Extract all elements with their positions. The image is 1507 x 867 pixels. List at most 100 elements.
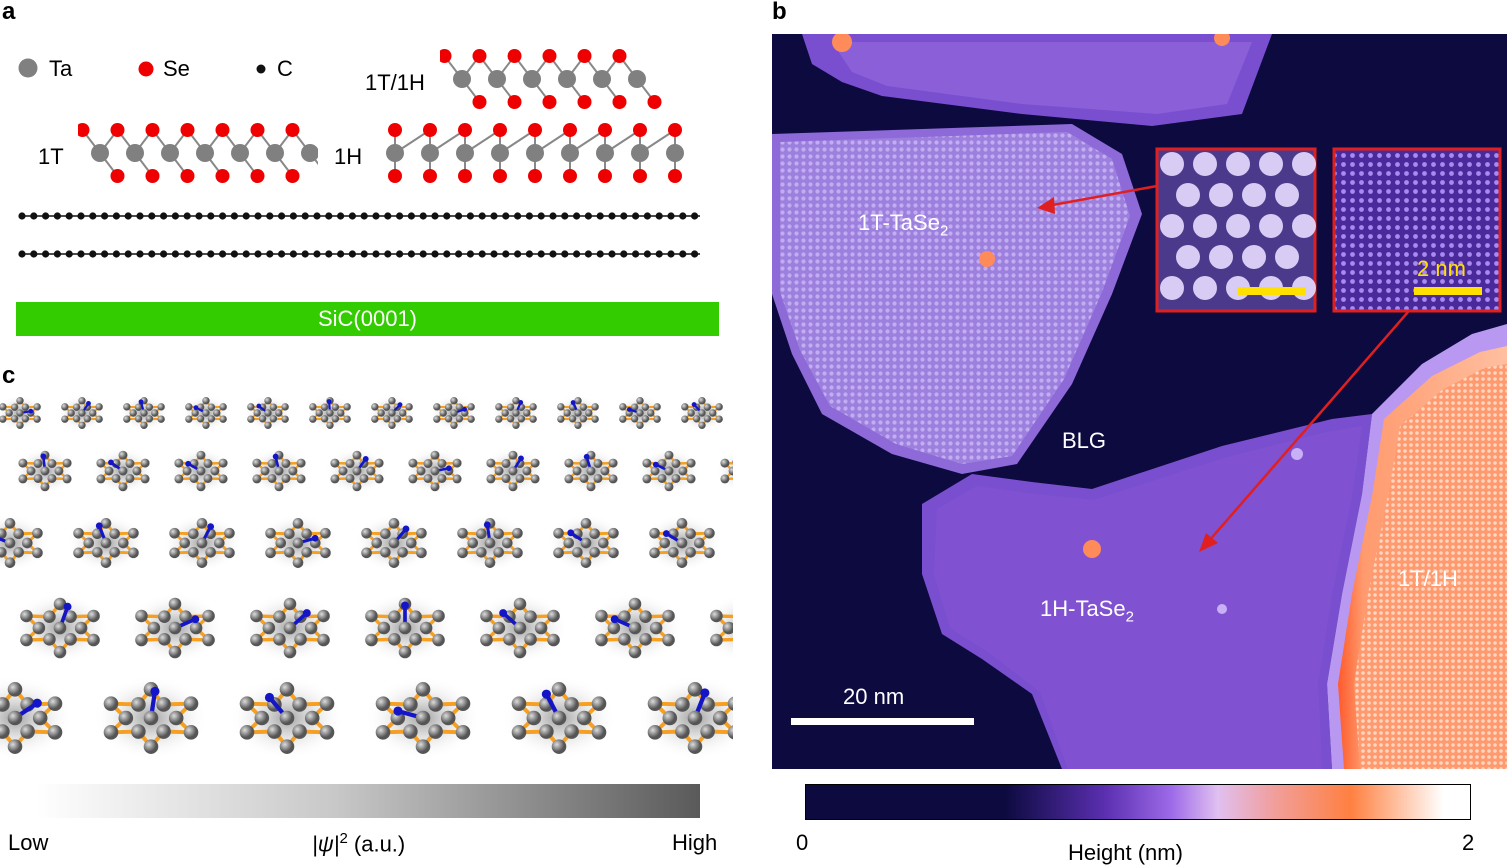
atom: [676, 557, 688, 568]
atom: [147, 621, 161, 635]
atom: [619, 415, 627, 423]
atom: [134, 403, 143, 411]
carbon-atom: [679, 250, 687, 258]
atom: [145, 403, 154, 411]
spin-arrow-head: [86, 401, 91, 406]
atom: [493, 546, 504, 558]
se-atom: [542, 95, 557, 109]
atom: [662, 710, 678, 726]
atom: [650, 466, 660, 476]
atom: [595, 609, 608, 623]
ta-atom: [631, 144, 649, 162]
center-atom: [53, 621, 67, 635]
atom: [671, 473, 681, 483]
height-colorbar-min: 0: [796, 830, 809, 855]
atom: [591, 725, 607, 740]
carbon-atom: [18, 250, 26, 258]
atom: [185, 415, 193, 423]
atom: [700, 724, 715, 739]
atom: [430, 450, 440, 460]
spin-arrow-head: [311, 534, 319, 542]
atom: [320, 415, 329, 423]
atom: [320, 403, 329, 411]
atom: [247, 415, 255, 423]
atom: [16, 397, 24, 405]
atom: [296, 474, 306, 484]
atom: [589, 546, 600, 558]
spin-arrow-head: [626, 407, 632, 412]
inset-scale-bar-label: 2 nm: [1417, 256, 1466, 281]
center-atom: [586, 466, 596, 476]
ta-atom: [593, 70, 611, 88]
carbon-atom: [608, 250, 616, 258]
atom: [501, 459, 511, 469]
se-atom: [250, 169, 265, 183]
carbon-atom: [620, 250, 628, 258]
atom: [128, 527, 139, 539]
atom: [72, 403, 81, 411]
carbon-atom: [490, 250, 498, 258]
carbon-atom: [679, 212, 687, 220]
atom: [416, 527, 427, 539]
atom: [16, 421, 24, 429]
atom: [382, 415, 391, 423]
se-atom: [528, 169, 542, 183]
atom: [675, 697, 690, 712]
atom: [709, 409, 717, 417]
atom: [317, 633, 330, 647]
carbon-atom: [325, 212, 333, 220]
atom: [450, 421, 458, 429]
atom: [265, 527, 276, 539]
atom: [132, 466, 142, 476]
carbon-atom: [337, 212, 345, 220]
center-atom: [664, 466, 674, 476]
carbon-atom: [207, 250, 215, 258]
atom: [712, 710, 728, 726]
structure-1h-label: 1H: [334, 144, 363, 169]
atom: [405, 537, 417, 549]
atom: [530, 474, 540, 484]
atom: [681, 403, 689, 411]
atom: [168, 645, 182, 659]
atom: [151, 409, 159, 417]
carbon-atom: [77, 212, 85, 220]
se-atom: [215, 169, 230, 183]
atom: [480, 609, 493, 623]
se-atom: [563, 169, 577, 183]
atom-blob: [1275, 245, 1299, 269]
atom: [169, 547, 180, 559]
atom: [512, 421, 520, 429]
center-atom: [283, 621, 297, 635]
atom: [47, 696, 63, 711]
atom: [83, 537, 95, 549]
center-atom: [574, 409, 582, 417]
se-atom: [542, 49, 557, 63]
atom: [457, 527, 468, 539]
atom: [188, 528, 199, 540]
atom: [96, 458, 106, 468]
atom: [275, 537, 287, 549]
atom: [495, 415, 503, 423]
atom: [156, 724, 171, 739]
spin-arrow-head: [499, 609, 508, 618]
center-atom: [118, 466, 128, 476]
atom: [432, 633, 445, 647]
atom: [371, 537, 383, 549]
se-atom: [423, 123, 437, 137]
ta-atom: [386, 144, 404, 162]
atom: [618, 610, 631, 623]
se-atom: [472, 95, 487, 109]
center-atom: [4, 537, 16, 549]
atom: [630, 415, 639, 423]
atom: [374, 474, 384, 484]
center-atom: [687, 710, 703, 726]
atom: [710, 633, 723, 647]
ta-atom: [456, 144, 474, 162]
carbon-atom: [655, 250, 663, 258]
spin-arrow-head: [63, 602, 72, 611]
atom: [467, 403, 475, 411]
atom: [361, 547, 372, 559]
atom-blob: [1160, 152, 1184, 176]
atom: [467, 415, 475, 423]
psi-exponent: 2: [339, 830, 348, 847]
